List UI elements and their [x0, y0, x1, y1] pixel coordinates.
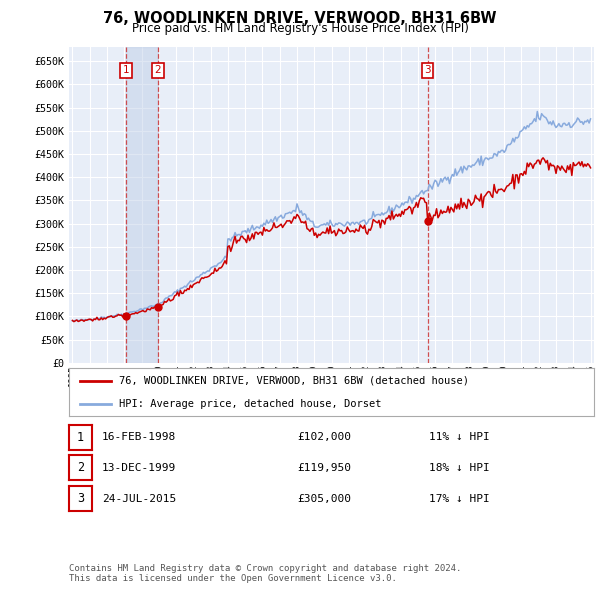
Text: £305,000: £305,000 — [297, 494, 351, 503]
Text: 3: 3 — [77, 492, 84, 505]
Bar — [127, 47, 158, 363]
Text: 18% ↓ HPI: 18% ↓ HPI — [429, 463, 490, 473]
Text: 3: 3 — [424, 65, 431, 76]
Text: 13-DEC-1999: 13-DEC-1999 — [102, 463, 176, 473]
Text: 76, WOODLINKEN DRIVE, VERWOOD, BH31 6BW (detached house): 76, WOODLINKEN DRIVE, VERWOOD, BH31 6BW … — [119, 376, 469, 386]
Text: £119,950: £119,950 — [297, 463, 351, 473]
Text: Price paid vs. HM Land Registry's House Price Index (HPI): Price paid vs. HM Land Registry's House … — [131, 22, 469, 35]
Text: 16-FEB-1998: 16-FEB-1998 — [102, 432, 176, 442]
Text: 76, WOODLINKEN DRIVE, VERWOOD, BH31 6BW: 76, WOODLINKEN DRIVE, VERWOOD, BH31 6BW — [103, 11, 497, 25]
Text: £102,000: £102,000 — [297, 432, 351, 442]
Text: 1: 1 — [123, 65, 130, 76]
Text: 17% ↓ HPI: 17% ↓ HPI — [429, 494, 490, 503]
Text: 2: 2 — [77, 461, 84, 474]
Text: 11% ↓ HPI: 11% ↓ HPI — [429, 432, 490, 442]
Text: 1: 1 — [77, 431, 84, 444]
Text: Contains HM Land Registry data © Crown copyright and database right 2024.
This d: Contains HM Land Registry data © Crown c… — [69, 563, 461, 583]
Text: 24-JUL-2015: 24-JUL-2015 — [102, 494, 176, 503]
Text: 2: 2 — [155, 65, 161, 76]
Text: HPI: Average price, detached house, Dorset: HPI: Average price, detached house, Dors… — [119, 399, 382, 409]
